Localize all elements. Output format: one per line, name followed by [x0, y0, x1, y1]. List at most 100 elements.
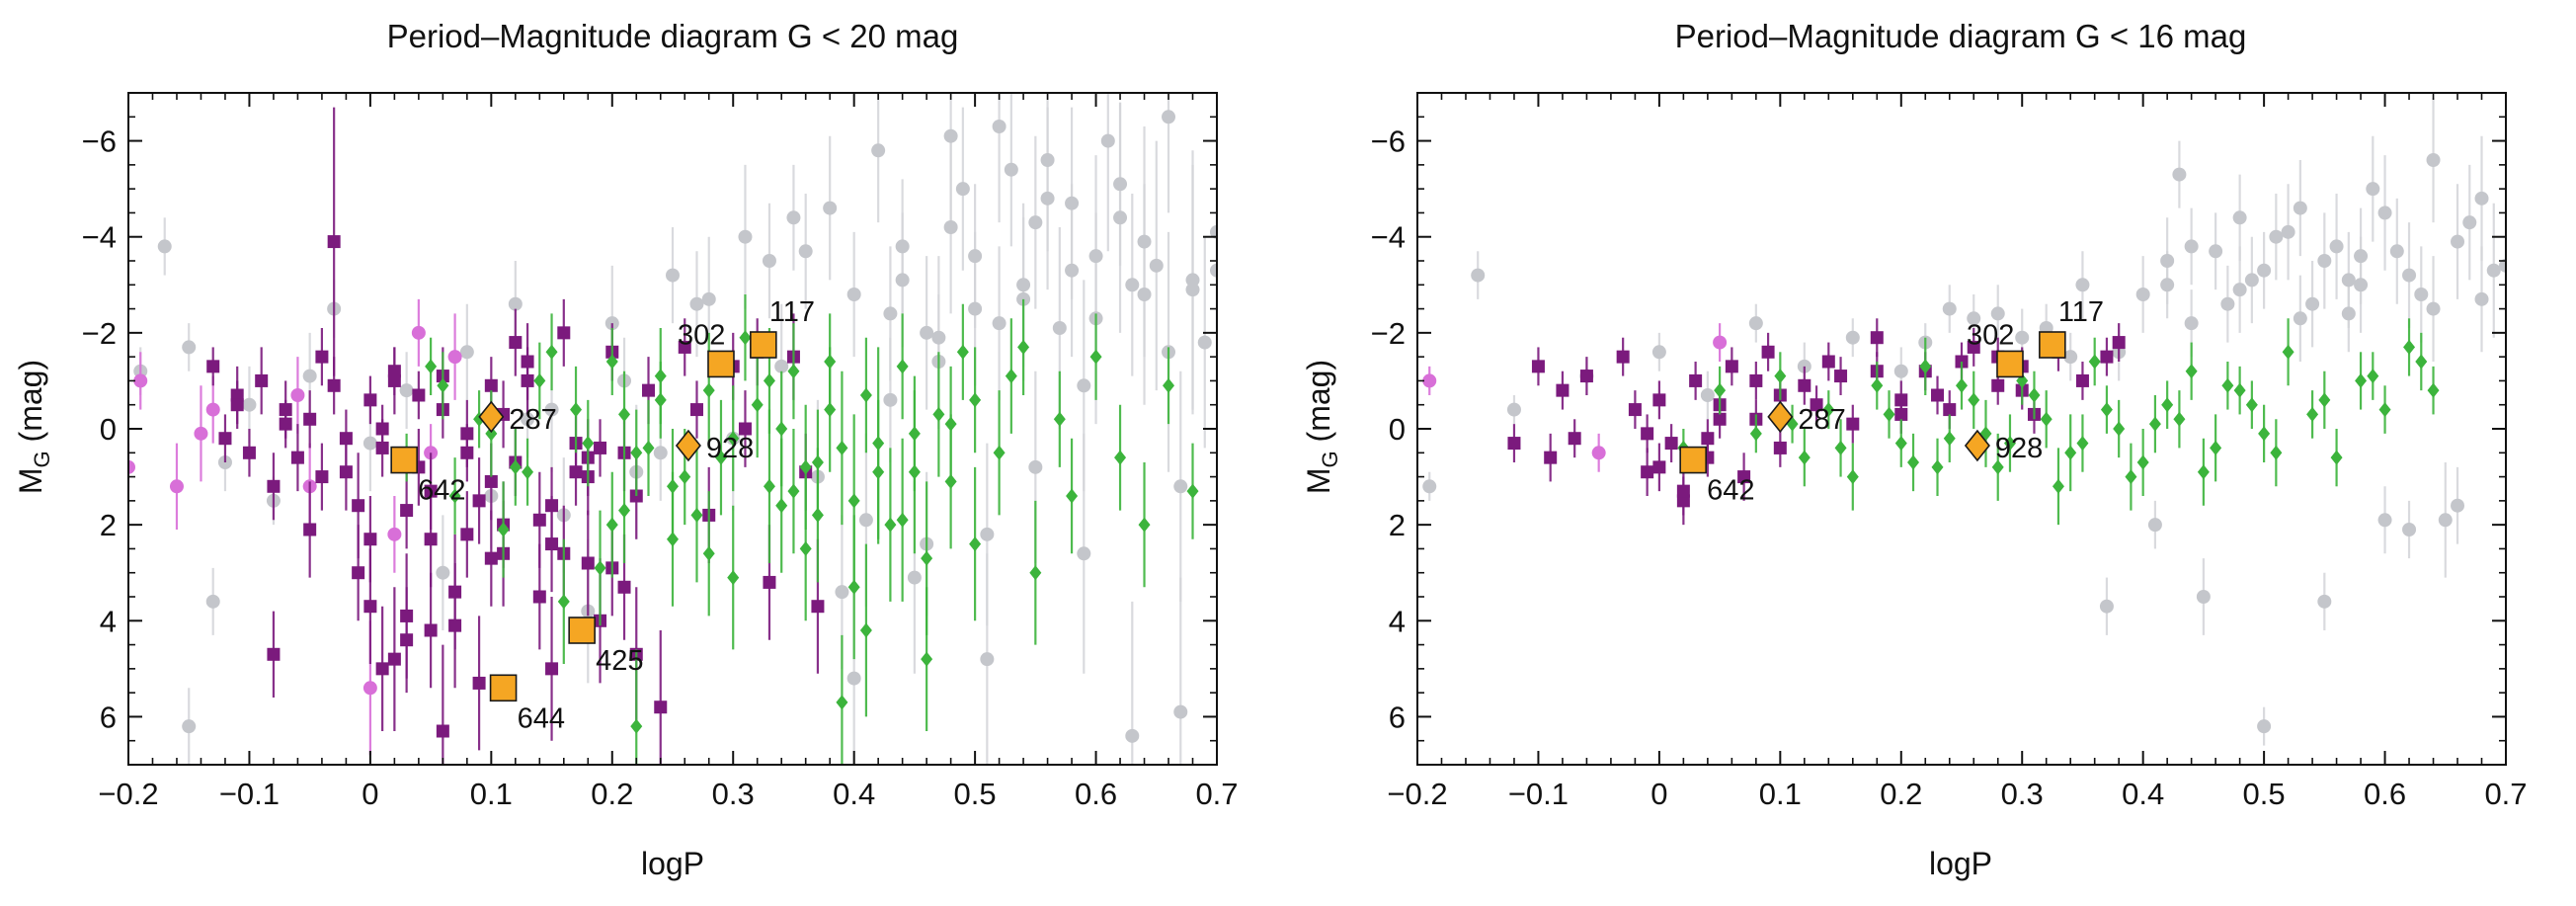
- data-point: [1967, 311, 1981, 326]
- data-point: [2293, 201, 2307, 215]
- data-point: [1568, 432, 1581, 446]
- data-point: [2293, 311, 2307, 326]
- data-point: [1943, 403, 1957, 417]
- series-pink: [128, 298, 462, 756]
- data-point: [1774, 369, 1787, 384]
- data-point: [1591, 446, 1606, 460]
- y-tick-label: 2: [100, 508, 117, 542]
- highlight-label: 287: [509, 404, 556, 436]
- data-point: [545, 662, 559, 676]
- data-point: [2015, 330, 2030, 345]
- data-point: [2113, 421, 2126, 437]
- data-point: [303, 523, 317, 536]
- data-point: [1700, 388, 1715, 402]
- data-point: [701, 291, 716, 306]
- data-point: [2185, 364, 2198, 379]
- data-point: [2306, 406, 2319, 422]
- x-tick-label: 0.1: [470, 777, 513, 811]
- data-point: [557, 326, 571, 340]
- data-point: [787, 364, 800, 379]
- data-point: [2160, 254, 2175, 268]
- data-point: [1185, 283, 1200, 297]
- data-point: [1967, 340, 1980, 354]
- highlight-marker: [1767, 400, 1794, 434]
- data-point: [2003, 436, 2016, 452]
- data-point: [242, 446, 256, 459]
- data-point: [2173, 411, 2186, 427]
- data-point: [532, 513, 546, 527]
- data-point: [2064, 445, 2077, 460]
- data-point: [654, 369, 667, 384]
- data-point: [2403, 339, 2416, 355]
- data-point: [400, 609, 414, 622]
- data-point: [424, 533, 438, 546]
- data-point: [642, 383, 656, 397]
- data-point: [836, 695, 848, 710]
- data-point: [654, 392, 667, 408]
- series-gray: [1422, 97, 2506, 746]
- data-point: [980, 652, 995, 667]
- data-point: [811, 600, 825, 614]
- data-point: [969, 392, 982, 408]
- data-point: [824, 354, 837, 370]
- data-point: [1714, 382, 1727, 398]
- data-point: [690, 507, 703, 523]
- data-point: [1029, 565, 1042, 581]
- data-point: [2076, 436, 2089, 452]
- data-point: [846, 288, 861, 301]
- data-point: [1749, 373, 1763, 387]
- data-point: [1004, 162, 1018, 177]
- data-point: [1846, 469, 1859, 485]
- data-point: [2257, 719, 2272, 734]
- data-point: [2402, 268, 2417, 283]
- data-point: [205, 402, 220, 417]
- data-point: [362, 436, 377, 451]
- data-point: [969, 536, 982, 552]
- y-axis-label: MG (mag): [13, 360, 54, 494]
- data-point: [1748, 316, 1763, 331]
- data-point: [2075, 373, 2089, 387]
- data-point: [751, 397, 764, 413]
- data-point: [1701, 432, 1715, 446]
- data-point: [2389, 244, 2404, 259]
- data-point: [2210, 440, 2222, 455]
- highlighted-objects: [1679, 331, 2066, 474]
- data-point: [2220, 296, 2235, 311]
- data-point: [594, 560, 606, 576]
- data-point: [944, 416, 957, 432]
- data-point: [921, 550, 933, 566]
- data-point: [2426, 301, 2441, 316]
- x-tick-label: 0.2: [1880, 777, 1922, 811]
- data-point: [2258, 426, 2271, 442]
- data-point: [362, 681, 377, 696]
- data-point: [2028, 387, 2041, 403]
- data-point: [1556, 383, 1570, 397]
- data-point: [1676, 484, 1690, 498]
- data-point: [1197, 335, 1212, 350]
- series-pink: [1422, 323, 1728, 472]
- data-point: [2305, 296, 2320, 311]
- data-point: [2257, 263, 2272, 278]
- data-point: [1066, 488, 1079, 504]
- data-point: [569, 465, 583, 479]
- data-point: [1628, 403, 1642, 417]
- data-point: [617, 580, 631, 594]
- y-axis-label-main: M: [13, 467, 48, 494]
- y-axis-label-main: M: [1301, 467, 1336, 494]
- data-point: [315, 350, 329, 364]
- data-point: [968, 249, 983, 264]
- highlight-marker: [2039, 331, 2066, 359]
- data-point: [763, 372, 775, 388]
- data-point: [1028, 459, 1043, 474]
- data-point: [1210, 263, 1217, 278]
- data-point: [689, 403, 703, 417]
- data-point: [352, 566, 365, 580]
- data-point: [2415, 354, 2428, 370]
- highlight-label: 642: [1707, 475, 1754, 507]
- data-point: [218, 432, 232, 446]
- panel-right: Period–Magnitude diagram G < 16 mag logP…: [1301, 18, 2528, 881]
- data-point: [727, 431, 740, 447]
- data-point: [2063, 350, 2078, 365]
